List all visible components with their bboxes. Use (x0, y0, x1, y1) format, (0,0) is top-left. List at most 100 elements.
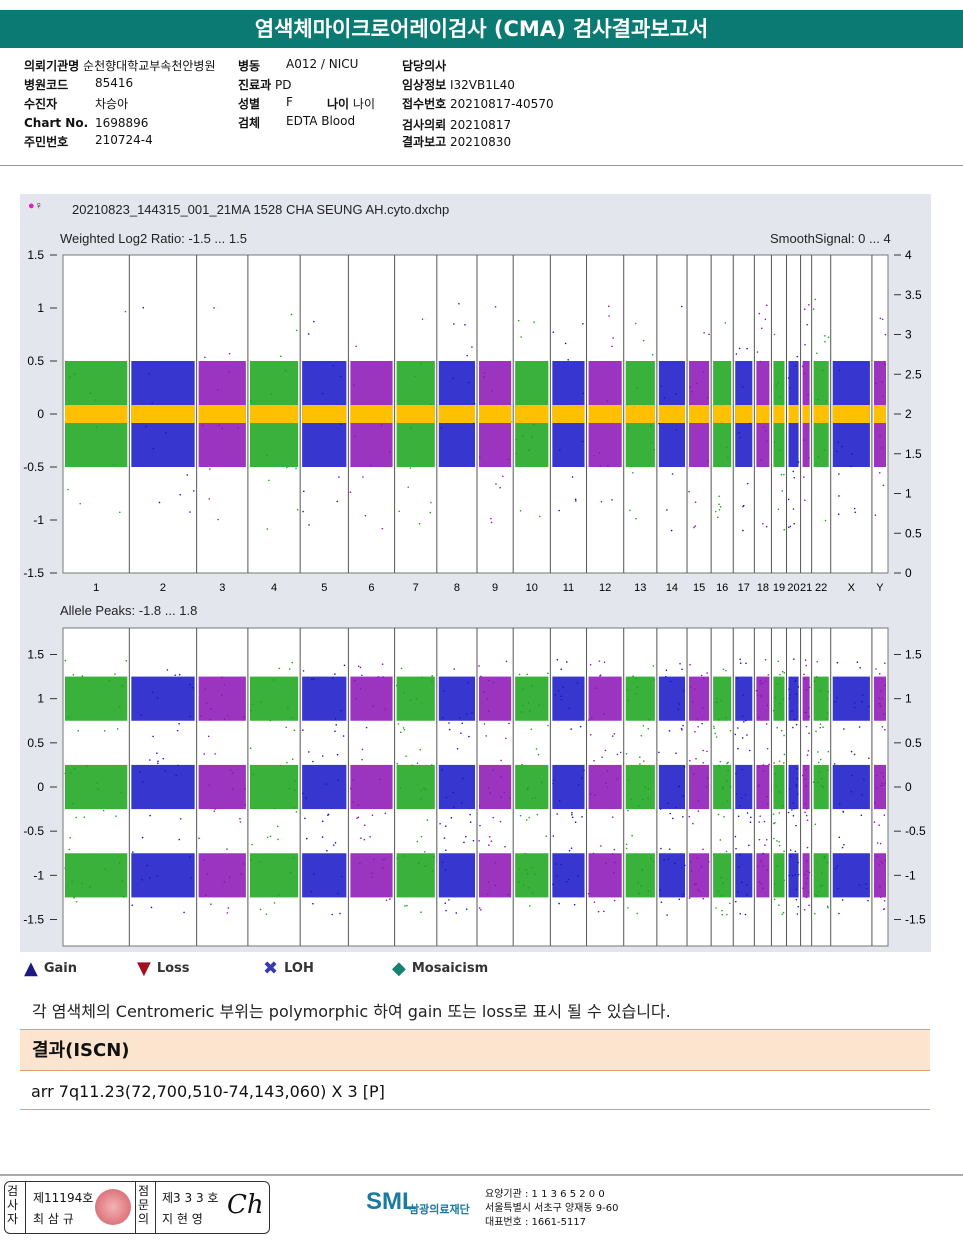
data-point (95, 426, 98, 429)
data-point (819, 758, 822, 761)
divider (0, 165, 963, 166)
data-point (228, 352, 231, 355)
data-point (723, 816, 725, 818)
data-point (796, 767, 798, 770)
data-band-chr7 (396, 853, 435, 898)
data-point (601, 756, 603, 759)
data-point (759, 360, 762, 363)
data-point (414, 375, 417, 378)
data-point (778, 760, 781, 763)
data-point (156, 875, 159, 878)
data-point (722, 786, 725, 788)
data-point (779, 673, 781, 676)
data-point (793, 807, 795, 810)
data-point (547, 672, 549, 675)
data-point (720, 895, 723, 897)
data-point (683, 765, 686, 768)
y-tick-label: -1 (33, 513, 44, 527)
data-point (783, 762, 785, 764)
data-point (592, 852, 595, 855)
data-point (701, 706, 704, 709)
data-point (206, 702, 208, 705)
data-point (762, 770, 765, 772)
data-point (362, 476, 364, 478)
x-tick-label-chr9: 9 (492, 582, 498, 594)
data-point (775, 785, 777, 787)
data-point (668, 730, 671, 732)
data-point (526, 872, 529, 875)
data-point (788, 787, 791, 790)
data-point (302, 729, 304, 731)
data-point (322, 392, 324, 395)
data-point (766, 795, 768, 798)
data-band-chr5 (302, 764, 347, 810)
data-point (566, 880, 568, 883)
data-point (814, 298, 817, 301)
smooth-signal-chr7 (396, 405, 435, 423)
data-point (879, 842, 882, 845)
value: 20210830 (450, 135, 512, 149)
data-point (688, 897, 691, 899)
data-point (817, 456, 820, 458)
data-point (695, 382, 698, 385)
data-point (853, 753, 856, 756)
data-point (209, 708, 212, 710)
data-point (433, 855, 435, 858)
data-point (619, 751, 622, 754)
x-tick-label-chr6: 6 (368, 582, 374, 594)
data-point (526, 788, 529, 791)
data-point (340, 709, 342, 712)
data-point (429, 511, 432, 514)
data-point (729, 785, 732, 788)
x-tick-label-chr15: 15 (693, 582, 705, 594)
data-point (697, 800, 700, 802)
data-point (560, 698, 563, 701)
data-point (850, 790, 853, 793)
data-point (634, 693, 637, 695)
legend-label: Loss (156, 961, 190, 976)
data-point (827, 906, 829, 909)
data-point (445, 849, 447, 851)
y2-tick-label: -0.5 (905, 824, 926, 838)
data-point (773, 837, 775, 840)
data-point (500, 759, 502, 762)
data-point (533, 321, 535, 323)
data-point (642, 724, 645, 727)
data-point (764, 429, 767, 432)
data-point (96, 781, 98, 784)
data-point (558, 799, 561, 802)
data-point (660, 385, 663, 387)
data-point (717, 813, 720, 816)
data-point (404, 905, 406, 907)
data-point (613, 732, 616, 735)
data-point (524, 852, 526, 855)
data-point (653, 448, 656, 451)
data-point (803, 439, 806, 441)
data-point (290, 313, 293, 316)
data-point (486, 893, 489, 896)
data-point (465, 835, 467, 838)
data-point (884, 728, 886, 731)
data-point (419, 748, 422, 751)
data-band-chr2 (131, 764, 195, 810)
data-band-chr3 (198, 764, 246, 810)
data-point (430, 764, 433, 766)
allele-label: Allele Peaks: -1.8 ... 1.8 (60, 603, 198, 618)
data-point (883, 899, 886, 902)
data-point (213, 307, 215, 309)
data-point (599, 674, 602, 677)
data-point (209, 468, 211, 470)
data-point (399, 731, 402, 734)
data-point (178, 838, 181, 841)
data-point (765, 440, 768, 442)
data-point (712, 853, 715, 856)
data-point (860, 700, 863, 703)
data-point (83, 816, 86, 819)
data-band-chr12 (588, 853, 622, 898)
data-point (706, 396, 709, 399)
data-point (508, 722, 510, 725)
data-point (407, 486, 410, 488)
data-point (874, 382, 877, 384)
data-point (836, 696, 838, 699)
data-point (780, 473, 783, 476)
